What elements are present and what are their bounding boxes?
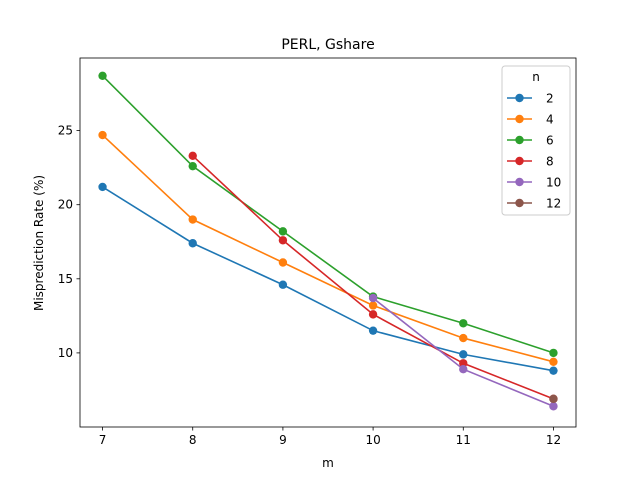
legend-swatch-marker xyxy=(515,198,524,208)
data-point xyxy=(98,71,107,80)
legend-items: 2 4 6 8 10 12 xyxy=(507,92,561,211)
legend-title: n xyxy=(532,70,540,84)
legend-item-8: 8 xyxy=(507,155,554,169)
data-point xyxy=(459,359,468,368)
series-4 xyxy=(98,130,558,366)
data-point xyxy=(98,182,107,192)
legend-swatch-marker xyxy=(515,177,524,187)
data-point xyxy=(278,280,288,289)
data-point xyxy=(459,319,468,328)
y-axis: 10 15 20 25 xyxy=(58,124,80,360)
x-tick-label: 7 xyxy=(99,433,107,447)
legend: n 2 4 6 8 10 12 xyxy=(501,65,571,216)
data-point xyxy=(549,366,558,375)
legend-label: 10 xyxy=(546,176,561,190)
series-12 xyxy=(549,394,558,404)
chart-title: PERL, Gshare xyxy=(281,37,374,53)
series-line-4 xyxy=(101,134,554,363)
series-2 xyxy=(98,182,558,375)
legend-swatch-marker xyxy=(515,156,524,166)
legend-label: 6 xyxy=(546,134,554,148)
data-point xyxy=(549,357,558,366)
data-point xyxy=(278,236,288,245)
legend-box xyxy=(501,65,571,216)
series-line-2 xyxy=(102,186,554,372)
legend-label: 4 xyxy=(546,113,554,127)
x-tick-label: 8 xyxy=(189,433,197,447)
x-tick-label: 9 xyxy=(279,433,287,447)
data-point xyxy=(459,350,468,359)
data-point xyxy=(368,326,378,335)
plot-area xyxy=(79,57,577,428)
plot-frame xyxy=(79,57,577,428)
legend-swatch-marker xyxy=(515,114,524,124)
legend-label: 12 xyxy=(546,197,561,211)
data-point xyxy=(549,402,558,411)
data-point xyxy=(368,310,378,319)
data-point xyxy=(278,227,288,236)
series-layer xyxy=(98,71,558,411)
legend-item-4: 4 xyxy=(507,113,554,127)
data-point xyxy=(98,130,107,140)
data-point xyxy=(278,258,288,267)
legend-item-6: 6 xyxy=(507,134,554,148)
data-point xyxy=(459,333,468,343)
data-point xyxy=(188,239,197,248)
series-6 xyxy=(98,71,558,358)
data-point xyxy=(549,394,558,404)
y-axis-label: Misprediction Rate (%) xyxy=(32,175,46,311)
data-point xyxy=(459,365,468,374)
legend-swatch-marker xyxy=(515,135,524,145)
x-tick-label: 10 xyxy=(365,433,380,447)
series-line-6 xyxy=(101,75,554,354)
data-point xyxy=(188,161,197,171)
y-tick-label: 25 xyxy=(58,124,73,138)
legend-item-12: 12 xyxy=(507,197,561,211)
legend-label: 2 xyxy=(546,92,554,106)
data-point xyxy=(188,151,197,161)
y-tick-label: 10 xyxy=(58,346,73,360)
legend-item-2: 2 xyxy=(507,92,554,106)
x-axis: 7 8 9 10 11 12 xyxy=(99,427,561,447)
x-tick-label: 11 xyxy=(456,433,471,447)
data-point xyxy=(368,301,378,310)
legend-label: 8 xyxy=(546,155,554,169)
x-axis-label: m xyxy=(322,456,334,470)
y-tick-label: 20 xyxy=(58,198,73,212)
series-line-8 xyxy=(192,155,554,400)
data-point xyxy=(368,293,378,303)
y-tick-label: 15 xyxy=(58,272,73,286)
x-tick-label: 12 xyxy=(546,433,561,447)
legend-item-10: 10 xyxy=(507,176,561,190)
series-10 xyxy=(368,293,558,411)
legend-swatch-marker xyxy=(515,93,524,103)
data-point xyxy=(549,348,558,358)
data-point xyxy=(188,215,197,224)
